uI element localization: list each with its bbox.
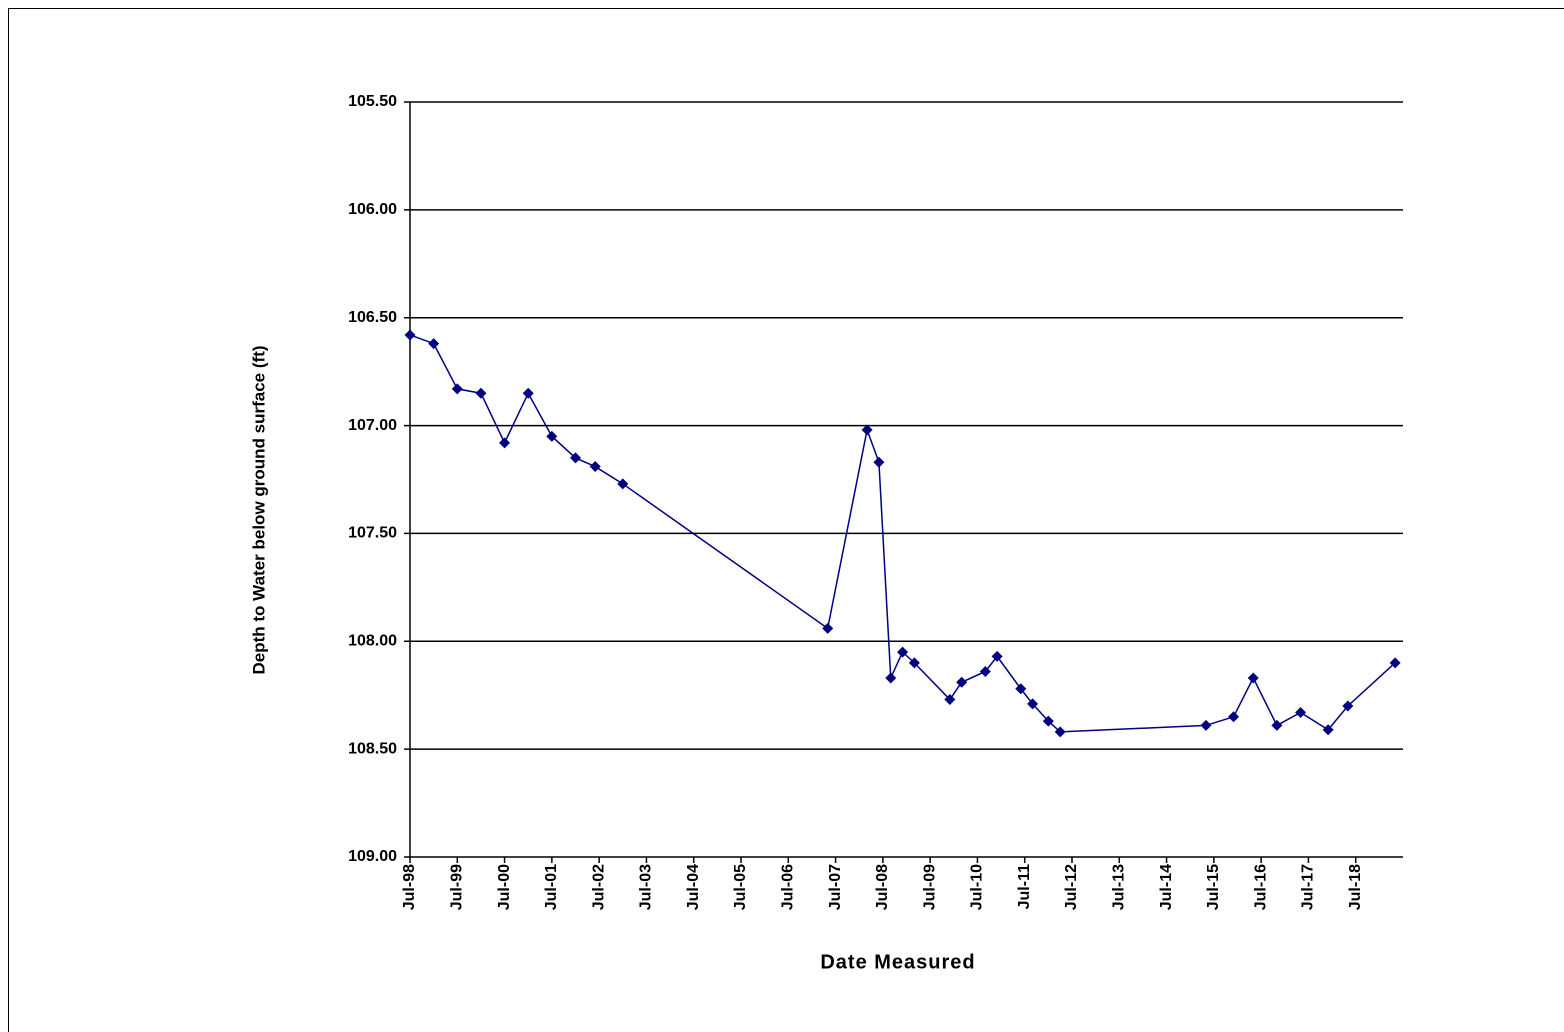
x-tick-label: Jul-12 bbox=[1063, 864, 1080, 910]
marker bbox=[499, 437, 511, 449]
marker bbox=[1271, 719, 1283, 731]
x-tick-label: Jul-01 bbox=[543, 864, 560, 910]
marker bbox=[873, 456, 885, 468]
x-tick-label: Jul-16 bbox=[1252, 864, 1269, 910]
marker bbox=[1015, 683, 1027, 695]
marker bbox=[979, 665, 991, 677]
marker bbox=[546, 430, 558, 442]
x-tick-label: Jul-08 bbox=[874, 864, 891, 910]
x-tick-label: Jul-06 bbox=[780, 864, 797, 910]
x-tick-label: Jul-13 bbox=[1111, 864, 1128, 910]
x-tick-label: Jul-07 bbox=[827, 864, 844, 910]
marker bbox=[1042, 715, 1054, 727]
marker bbox=[1389, 657, 1401, 669]
marker bbox=[475, 387, 487, 399]
marker bbox=[991, 650, 1003, 662]
marker bbox=[522, 387, 534, 399]
x-tick-label: Jul-18 bbox=[1347, 864, 1364, 910]
marker bbox=[908, 657, 920, 669]
marker bbox=[956, 676, 968, 688]
marker bbox=[885, 672, 897, 684]
y-tick-label: 106.50 bbox=[348, 309, 397, 326]
marker bbox=[589, 461, 601, 473]
x-axis-label: Date Measured bbox=[820, 951, 975, 973]
marker bbox=[861, 424, 873, 436]
y-tick-label: 107.00 bbox=[348, 417, 397, 434]
marker bbox=[822, 622, 834, 634]
marker bbox=[1295, 706, 1307, 718]
y-tick-label: 108.00 bbox=[348, 633, 397, 650]
marker bbox=[428, 338, 440, 350]
y-tick-label: 107.50 bbox=[348, 525, 397, 542]
y-tick-label: 109.00 bbox=[348, 848, 397, 865]
marker bbox=[617, 478, 629, 490]
x-tick-label: Jul-09 bbox=[921, 864, 938, 910]
y-tick-label: 108.50 bbox=[348, 740, 397, 757]
y-axis-label: Depth to Water below ground surface (ft) bbox=[249, 346, 268, 675]
x-tick-label: Jul-11 bbox=[1016, 864, 1033, 909]
marker bbox=[570, 452, 581, 464]
x-tick-label: Jul-02 bbox=[590, 864, 607, 910]
x-tick-label: Jul-98 bbox=[401, 864, 418, 910]
marker bbox=[1027, 698, 1039, 710]
x-tick-label: Jul-17 bbox=[1300, 864, 1317, 910]
chart-frame bbox=[8, 8, 1564, 1032]
x-tick-label: Jul-99 bbox=[449, 864, 466, 910]
marker bbox=[404, 329, 416, 341]
marker bbox=[1342, 700, 1354, 712]
x-tick-label: Jul-00 bbox=[496, 864, 513, 910]
marker bbox=[1228, 711, 1240, 723]
x-tick-label: Jul-05 bbox=[732, 864, 749, 910]
line bbox=[409, 334, 1396, 733]
marker bbox=[897, 646, 909, 658]
marker bbox=[451, 383, 463, 395]
marker bbox=[944, 694, 956, 706]
marker bbox=[1247, 672, 1259, 684]
x-tick-label: Jul-03 bbox=[638, 864, 655, 910]
x-tick-label: Jul-15 bbox=[1205, 864, 1222, 910]
x-tick-label: Jul-04 bbox=[685, 864, 702, 910]
marker bbox=[1054, 726, 1066, 738]
marker bbox=[1322, 724, 1334, 736]
x-tick-label: Jul-14 bbox=[1158, 864, 1175, 910]
y-tick-label: 105.50 bbox=[348, 93, 397, 110]
x-tick-label: Jul-10 bbox=[969, 864, 986, 910]
marker bbox=[1200, 719, 1212, 731]
y-tick-label: 106.00 bbox=[348, 201, 397, 218]
